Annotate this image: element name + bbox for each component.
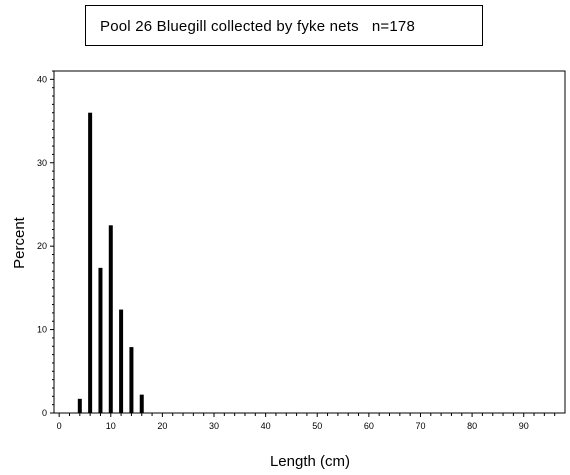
bar-6	[88, 112, 93, 414]
y-tick-label: 40	[37, 74, 47, 84]
x-tick-label: 0	[57, 421, 62, 431]
chart-title-box: Pool 26 Bluegill collected by fyke nets …	[85, 5, 483, 46]
y-tick-label: 0	[42, 408, 47, 418]
x-tick-label: 10	[106, 421, 116, 431]
x-tick-label: 50	[312, 421, 322, 431]
chart-title: Pool 26 Bluegill collected by fyke nets …	[100, 18, 416, 35]
plot-area: 0 10 20 30 40 0 10 20 30 40 50 60 70 80 90	[37, 70, 566, 431]
plot-frame	[53, 70, 566, 414]
bar-12	[119, 309, 124, 413]
bar-4	[77, 398, 82, 413]
x-tick-label: 20	[157, 421, 167, 431]
x-axis-label: Length (cm)	[270, 453, 350, 470]
x-tick-label: 70	[415, 421, 425, 431]
bar-14	[129, 347, 134, 413]
x-tick-label: 30	[209, 421, 219, 431]
x-tick-label: 90	[519, 421, 529, 431]
bar-10	[108, 225, 113, 413]
bar-16	[139, 394, 144, 413]
y-tick-label: 10	[37, 325, 47, 335]
y-axis-label: Percent	[11, 216, 28, 269]
y-tick-label: 30	[37, 158, 47, 168]
y-tick-label: 20	[37, 241, 47, 251]
bar-8	[98, 267, 103, 413]
x-tick-label: 60	[364, 421, 374, 431]
x-tick-label: 80	[467, 421, 477, 431]
x-tick-label: 40	[261, 421, 271, 431]
